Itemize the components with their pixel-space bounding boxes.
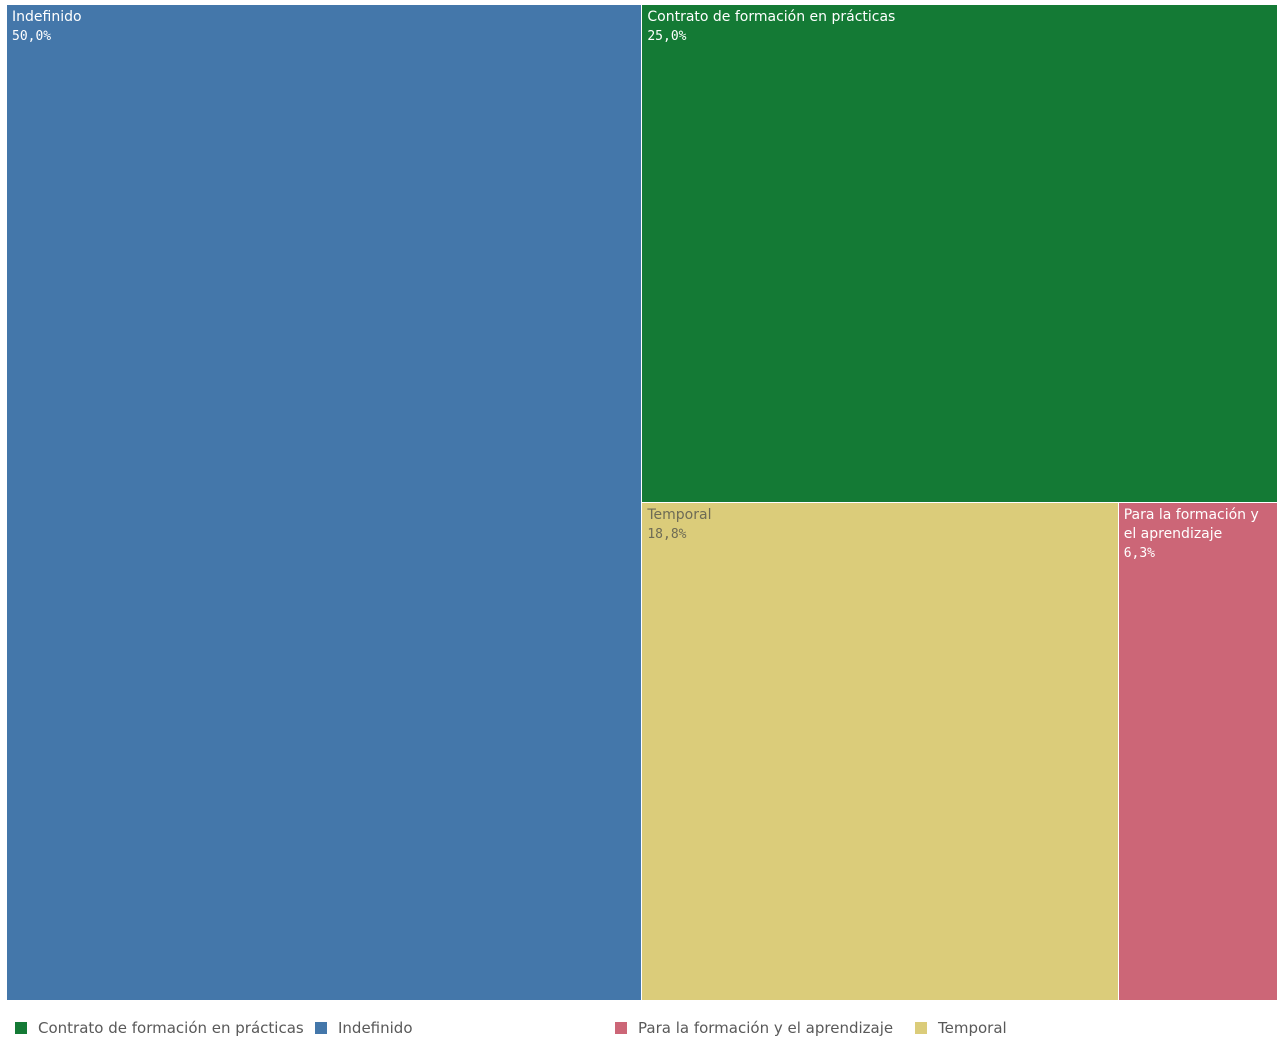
cell-value: 18,8%	[647, 526, 687, 542]
legend-swatch	[315, 1022, 327, 1034]
legend-item: Temporal	[915, 1019, 1007, 1037]
treemap-cell: Indefinido 50,0%	[7, 5, 642, 1000]
legend-item: Contrato de formación en prácticas	[15, 1019, 304, 1037]
treemap-cell: Contrato de formación en prácticas 25,0%	[642, 5, 1277, 502]
treemap-cell: Para la formación y el aprendizaje 6,3%	[1118, 502, 1277, 1000]
legend-label: Indefinido	[338, 1019, 413, 1037]
cell-value: 50,0%	[12, 29, 52, 44]
cell-value: 25,0%	[647, 29, 687, 44]
treemap-cell: Temporal 18,8%	[642, 502, 1118, 1000]
legend-item: Para la formación y el aprendizaje	[615, 1019, 893, 1037]
legend-label: Para la formación y el aprendizaje	[638, 1019, 894, 1037]
legend-label: Temporal	[938, 1019, 1007, 1037]
cell-label: Indefinido	[12, 9, 82, 25]
legend-label: Contrato de formación en prácticas	[38, 1019, 304, 1037]
legend-item: Indefinido	[315, 1019, 413, 1037]
legend-swatch	[615, 1022, 627, 1034]
legend-swatch	[15, 1022, 27, 1034]
cell-value: 6,3%	[1123, 545, 1156, 561]
cell-label: Temporal	[647, 506, 712, 523]
cell-label: Contrato de formación en prácticas	[647, 9, 896, 25]
cell-label: Para la formación y el aprendizaje	[1123, 506, 1259, 542]
legend-swatch	[915, 1022, 927, 1034]
